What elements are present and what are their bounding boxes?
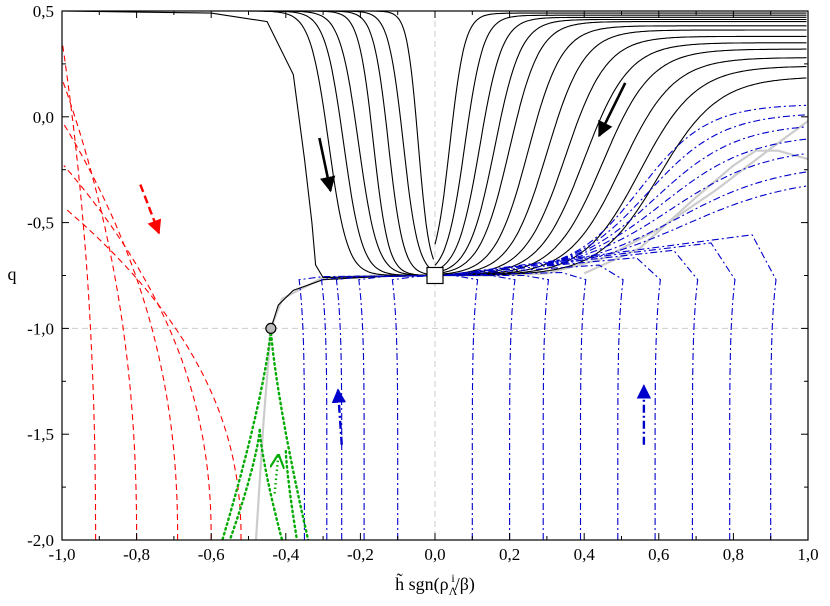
direction-arrow [275,455,279,494]
green-dotted-curve [284,449,299,540]
green-dotted-curve [258,428,284,540]
blue-dashdot-curve [546,138,807,265]
blue-dashdot-curve [358,274,436,540]
blue-dashdot-curve [442,234,777,540]
black-solid-curve [434,16,807,272]
x-tick-label: -0,2 [347,545,374,564]
red-dashed-curve [62,42,97,540]
circle-fixed-point [265,322,277,334]
y-axis: 0,5 0,0 -0,5 -1,0 -1,5 -2,0 [27,2,808,550]
blue-dashdot-curve [546,171,807,266]
x-tick-label: 0,6 [648,545,669,564]
y-tick-label: -0,5 [27,214,54,233]
x-tick-label: -0,4 [272,545,299,564]
markers-layer [265,266,444,334]
black-solid-curve [434,29,807,276]
gray-envelope [583,149,808,275]
blue-dashdot-curve [442,242,736,540]
curves-layer [62,11,808,540]
black-solid-curve [62,11,434,276]
x-tick-label: -0,6 [198,545,225,564]
blue-dashdot-curve [442,264,624,540]
red-dashed-curve [62,80,138,540]
blue-dashdot-curve [442,274,479,540]
blue-dashdot-curve [442,271,587,540]
blue-dashdot-curve [546,126,807,264]
x-tick-label: -0,8 [123,545,150,564]
black-solid-curve [434,14,807,266]
black-solid-curve [435,48,807,276]
black-solid-curve [62,11,434,272]
y-tick-label: -1,5 [27,425,54,444]
green-dotted-curve [221,327,273,540]
black-solid-curve [435,35,807,276]
blue-dashdot-curve [391,274,436,540]
x-tick-label: 0,8 [723,545,744,564]
x-tick-label: 0,0 [424,545,445,564]
black-solid-curve [62,11,434,277]
arrows-layer [139,82,652,494]
direction-arrow [597,82,627,138]
x-axis: -1,0 -0,8 -0,6 -0,4 -0,2 0,0 0,2 0,4 0,6 0,8 1,0 [49,11,819,564]
y-tick-label: -1,0 [27,319,54,338]
x-tick-label: 1,0 [797,545,818,564]
blue-dashdot-curve [442,249,699,540]
red-dashed-curve [62,122,179,540]
x-tick-label: -1,0 [49,545,76,564]
black-solid-curve [435,42,807,276]
x-tick-label: 0,2 [499,545,520,564]
x-tick-label: 0,4 [574,545,596,564]
blue-dashdot-curve [546,153,807,265]
black-solid-curve [434,18,807,274]
direction-arrow [139,184,162,235]
direction-arrow [318,137,336,193]
blue-dashdot-curve [546,185,807,267]
black-solid-curve [62,11,436,279]
y-tick-label: -2,0 [27,531,54,550]
black-solid-curve [62,11,434,276]
x-axis-label: h̃ sgn(ρΛi/β) [395,571,475,598]
red-dashed-curve [63,165,212,540]
square-fixed-point [426,266,444,285]
black-solid-curve [434,25,807,276]
blue-dashdot-curve [442,274,550,540]
y-tick-label: 0,5 [33,2,54,21]
blue-dashdot-curve [546,114,807,264]
black-solid-curve [62,11,434,276]
blue-dashdot-curve [442,274,516,540]
black-solid-curve [434,12,807,245]
y-axis-label: q [8,264,17,284]
direction-arrow [331,388,347,445]
blue-dashdot-curve [335,274,436,540]
blue-dashdot-curve [320,274,436,540]
black-solid-curve [62,11,434,277]
green-dotted-curve [269,327,310,540]
green-dotted-curve [228,428,261,540]
blue-dashdot-curve [442,257,661,540]
blue-dashdot-curve [546,104,807,265]
y-tick-label: 0,0 [33,108,54,127]
blue-dashdot-curve [298,274,436,540]
black-solid-curve [434,21,807,275]
